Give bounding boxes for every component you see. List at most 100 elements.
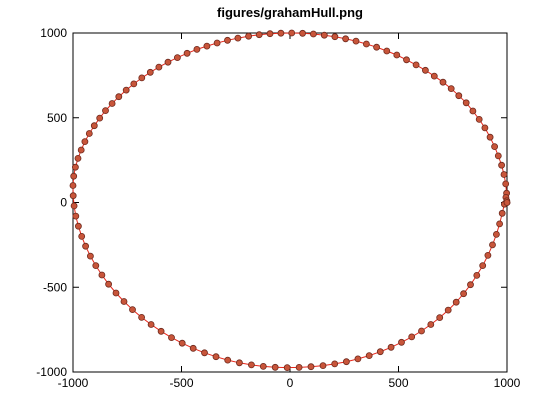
y-tick-label: -500 [43, 280, 67, 294]
data-point [146, 68, 154, 76]
data-point [255, 31, 263, 39]
data-point [213, 39, 221, 47]
data-point [138, 313, 146, 321]
data-point [85, 130, 93, 137]
data-point [492, 230, 500, 238]
data-point [362, 40, 370, 48]
data-point [259, 362, 267, 370]
data-point [486, 133, 494, 141]
data-point [90, 122, 98, 130]
y-tick-label: 500 [47, 111, 67, 125]
data-point [455, 92, 463, 100]
data-point [98, 271, 106, 279]
data-point [498, 161, 506, 169]
data-point [376, 348, 384, 356]
data-point [224, 36, 231, 44]
data-point [418, 327, 425, 335]
data-point [503, 199, 511, 206]
data-point [421, 66, 429, 74]
data-point [365, 352, 373, 360]
data-point [81, 138, 89, 146]
data-point [70, 202, 78, 210]
data-point [427, 321, 435, 328]
x-tick-label: -1000 [58, 376, 89, 390]
x-tick-label: 1000 [494, 376, 521, 390]
data-point [354, 355, 362, 363]
data-point [295, 363, 303, 371]
data-point [122, 86, 130, 94]
data-point [309, 30, 317, 38]
data-point [502, 180, 510, 188]
data-point [447, 85, 455, 92]
data-point [479, 262, 487, 270]
data-point [129, 306, 136, 314]
data-point [108, 100, 116, 107]
data-point [277, 29, 285, 37]
data-point [500, 171, 508, 178]
data-point [72, 212, 80, 220]
data-point [469, 107, 477, 115]
data-point [247, 361, 255, 369]
data-point [173, 54, 181, 61]
data-point [352, 37, 360, 45]
data-point [69, 182, 77, 189]
data-point [147, 321, 155, 328]
data-point [460, 290, 468, 298]
data-point [412, 61, 420, 69]
x-tick-label: -500 [169, 376, 193, 390]
data-point [393, 51, 401, 59]
data-point [473, 271, 481, 279]
data-point [398, 338, 405, 346]
data-point [96, 114, 104, 122]
data-point [383, 47, 391, 55]
data-point [439, 78, 447, 86]
chart-title: figures/grahamHull.png [217, 5, 363, 20]
data-point [319, 362, 327, 370]
data-point [203, 42, 211, 50]
data-point [331, 33, 339, 41]
data-point [444, 306, 452, 314]
data-point [155, 63, 163, 71]
data-point [452, 298, 460, 306]
data-point [342, 358, 350, 366]
data-point [491, 143, 499, 151]
data-point [87, 252, 94, 260]
x-tick-label: 500 [388, 376, 408, 390]
data-point [498, 209, 506, 217]
y-tick-label: 0 [60, 196, 67, 210]
data-point [74, 154, 82, 162]
data-point [69, 192, 77, 200]
data-point [193, 46, 201, 53]
data-point [436, 314, 444, 322]
data-point [235, 359, 243, 367]
axis-ticks: -1000 -500 0 500 1000 -1000 -500 0 500 1000 [36, 26, 520, 390]
x-tick-label: 0 [287, 376, 294, 390]
data-point [224, 356, 232, 364]
data-point [481, 124, 489, 132]
data-point [430, 72, 438, 80]
data-point [283, 364, 291, 372]
data-point [373, 43, 381, 51]
data-points [69, 29, 511, 372]
data-point [494, 152, 502, 160]
data-point [462, 99, 470, 107]
data-point [115, 93, 123, 101]
data-point [320, 31, 328, 39]
data-point [288, 29, 296, 37]
data-point [266, 30, 274, 38]
data-point [403, 56, 410, 64]
data-point [70, 172, 78, 180]
data-point [234, 34, 242, 42]
data-point [342, 35, 350, 43]
y-tick-label: 1000 [40, 26, 67, 40]
data-point [331, 360, 339, 368]
data-point [112, 289, 120, 297]
data-point [92, 262, 100, 270]
data-point [484, 251, 492, 259]
data-point [271, 363, 279, 371]
data-point [138, 74, 146, 82]
data-point [75, 222, 82, 230]
data-point [164, 58, 172, 66]
data-point [299, 29, 307, 37]
